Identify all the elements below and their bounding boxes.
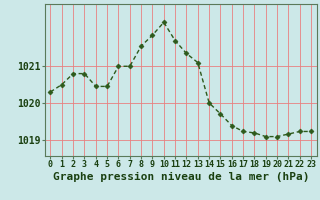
X-axis label: Graphe pression niveau de la mer (hPa): Graphe pression niveau de la mer (hPa) xyxy=(52,172,309,182)
